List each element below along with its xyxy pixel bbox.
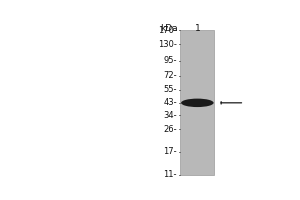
- Bar: [181, 30, 214, 175]
- Text: 1: 1: [195, 24, 201, 33]
- Ellipse shape: [181, 99, 214, 107]
- Text: 170-: 170-: [158, 26, 177, 35]
- Text: 34-: 34-: [164, 111, 177, 120]
- Text: 55-: 55-: [164, 85, 177, 94]
- Text: 130-: 130-: [158, 40, 177, 49]
- Text: 72-: 72-: [164, 71, 177, 80]
- Text: 17-: 17-: [164, 147, 177, 156]
- Text: 43-: 43-: [164, 98, 177, 107]
- Text: 26-: 26-: [164, 125, 177, 134]
- Text: 95-: 95-: [164, 56, 177, 65]
- Text: 11-: 11-: [164, 170, 177, 179]
- Text: kDa: kDa: [160, 24, 178, 33]
